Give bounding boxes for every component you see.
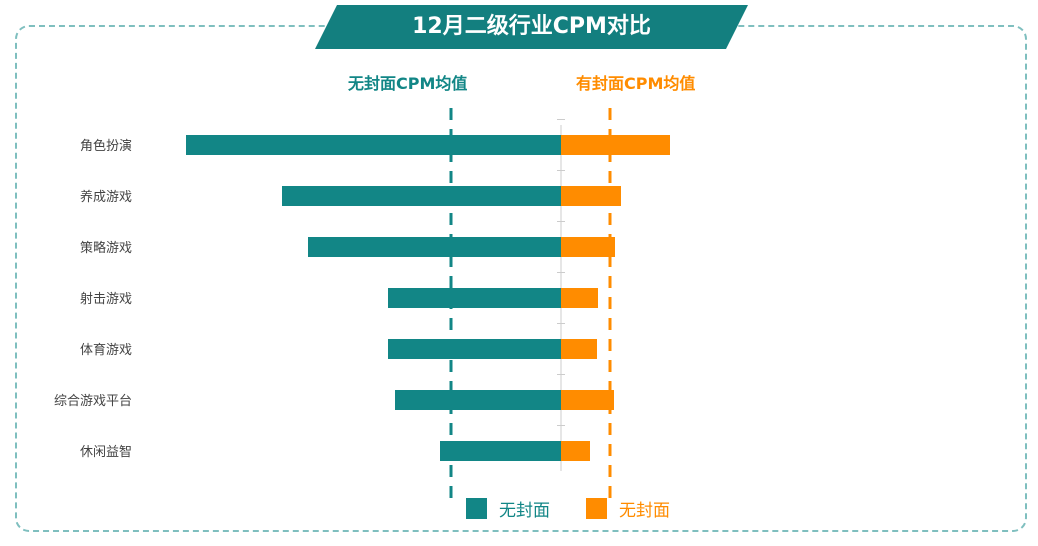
category-label: 综合游戏平台 [54,394,132,409]
category-label: 射击游戏 [80,291,132,307]
legend-label: 无封面 [499,501,550,521]
bar-no-cover [282,186,561,206]
bar-no-cover [186,135,561,155]
title-banner [315,5,748,49]
chart-title: 12月二级行业CPM对比 [412,14,651,39]
category-label: 体育游戏 [80,342,132,358]
bar-with-cover [561,237,615,257]
legend-swatch [466,498,487,519]
legend-label: 无封面 [619,501,670,521]
category-label: 策略游戏 [80,240,132,256]
bar-with-cover [561,390,614,410]
bar-with-cover [561,288,598,308]
bar-no-cover [440,441,561,461]
category-label: 角色扮演 [80,138,132,154]
avg-label-no-cover: 无封面CPM均值 [348,74,468,93]
category-label: 休闲益智 [80,445,132,460]
avg-label-with-cover: 有封面CPM均值 [576,74,696,93]
bar-no-cover [388,288,561,308]
legend-swatch [586,498,607,519]
bar-no-cover [395,390,561,410]
bar-with-cover [561,186,621,206]
bar-with-cover [561,339,597,359]
bar-no-cover [388,339,561,359]
category-label: 养成游戏 [80,189,132,205]
bar-no-cover [308,237,561,257]
bar-with-cover [561,441,590,461]
bar-with-cover [561,135,670,155]
